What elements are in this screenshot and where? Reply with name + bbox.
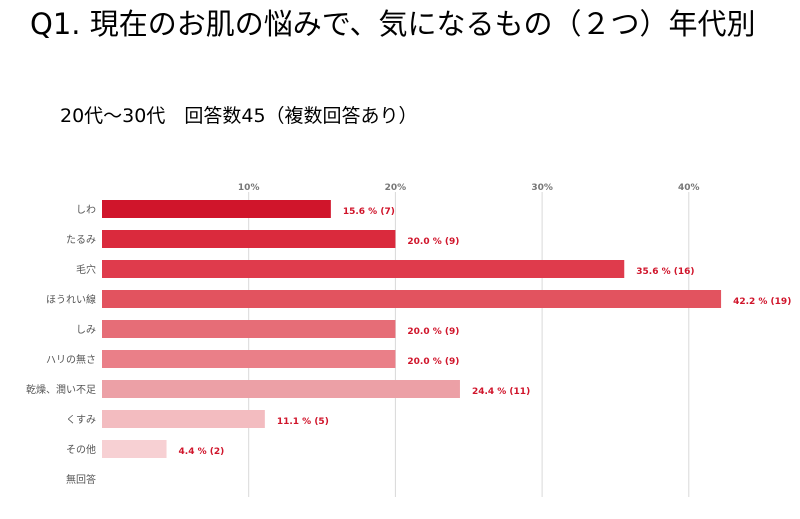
category-label: その他 <box>66 443 96 456</box>
data-label: 11.1 % (5) <box>277 417 329 427</box>
category-label: しわ <box>76 204 96 216</box>
bar <box>102 290 722 308</box>
bar <box>102 380 460 398</box>
data-label: 24.4 % (11) <box>472 387 530 397</box>
x-tick-label: 10% <box>238 183 260 193</box>
category-label: しみ <box>76 324 96 336</box>
bar-layer <box>102 200 722 458</box>
bar <box>102 440 167 458</box>
category-label: ハリの無さ <box>46 353 96 366</box>
label-layer: 10% 20% 30% 40% しわ 15.6 % (7) たるみ 20.0 % (9) 毛穴 3… <box>26 183 791 486</box>
category-label: 毛穴 <box>76 263 96 276</box>
category-label: ほうれい線 <box>46 293 96 306</box>
x-tick-label: 30% <box>531 183 553 193</box>
data-label: 20.0 % (9) <box>407 237 459 247</box>
x-tick-label: 40% <box>678 183 700 193</box>
data-label: 35.6 % (16) <box>636 267 694 277</box>
bar <box>102 230 396 248</box>
data-label: 20.0 % (9) <box>407 357 459 367</box>
data-label: 42.2 % (19) <box>733 297 791 307</box>
data-label: 4.4 % (2) <box>179 447 225 457</box>
bar <box>102 350 396 368</box>
chart-subtitle: 20代～30代 回答数45（複数回答あり） <box>60 105 418 127</box>
bar <box>102 410 265 428</box>
bar <box>102 260 625 278</box>
category-label: 乾燥、潤い不足 <box>26 383 96 396</box>
bar <box>102 320 396 338</box>
data-label: 20.0 % (9) <box>407 327 459 337</box>
category-label: 無回答 <box>66 473 96 486</box>
x-tick-label: 20% <box>385 183 407 193</box>
category-label: くすみ <box>66 414 96 426</box>
data-label: 15.6 % (7) <box>343 207 395 217</box>
category-label: たるみ <box>66 234 96 246</box>
bar <box>102 200 331 218</box>
page-title: Q1. 現在のお肌の悩みで、気になるもの（２つ）年代別 <box>30 7 756 41</box>
